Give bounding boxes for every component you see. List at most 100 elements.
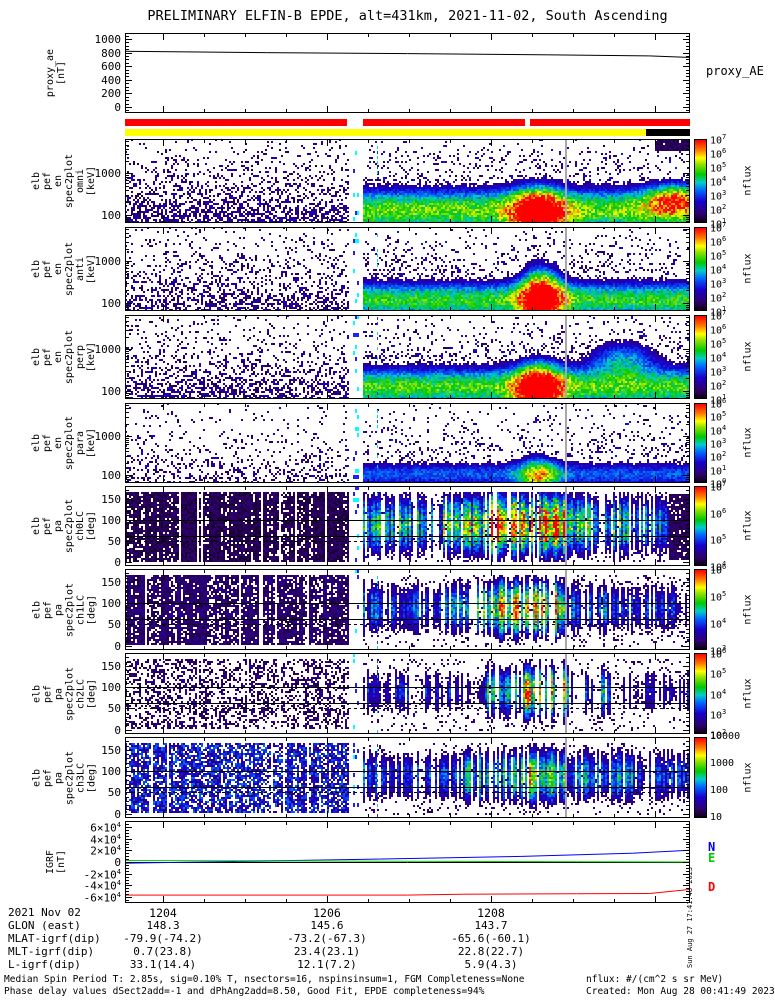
ylabel-line: elb	[31, 433, 42, 453]
en_para-canvas	[125, 403, 690, 483]
ylabel-pa_ch0: elb pef pa spec2plot ch0LC [deg]	[31, 486, 97, 566]
time-tick-label-1: 1206	[313, 906, 341, 920]
ytick-label-igrf-2: 2×104	[90, 844, 121, 858]
en_omni-canvas	[125, 139, 690, 223]
colorbar-tick-pa_ch3-0: 10000	[710, 731, 741, 742]
creation-timestamp-vertical: Sun Aug 27 17:41:48 2023	[686, 866, 694, 968]
colorbar-title-en_perp: nflux	[742, 341, 754, 372]
ytick-label-pa_ch3-0: 150	[101, 743, 121, 757]
ytick-label-pa_ch3-2: 50	[107, 786, 121, 800]
colorbar-pa_ch2	[694, 653, 707, 734]
colorbar-title-pa_ch1: nflux	[742, 593, 754, 625]
colorbar-title-en_omni: nflux	[742, 165, 754, 196]
ytick-label-proxy-5: 0	[114, 100, 121, 114]
igrf-canvas	[125, 821, 690, 903]
colorbar-tick-en_omni-1: 106	[710, 147, 727, 161]
colorbar-tick-en_anti-6: 101	[710, 305, 727, 319]
colorbar-tick-en_perp-2: 105	[710, 337, 727, 351]
ytick-label-pa_ch0-0: 150	[101, 492, 121, 506]
ytick-label-proxy-4: 200	[101, 87, 121, 101]
ephemeris-value-0-1: 145.6	[310, 919, 344, 932]
ytick-label-en_anti-0: 1000	[94, 255, 122, 269]
colorbar-tick-en_omni-0: 107	[710, 133, 727, 147]
colorbar-tick-en_anti-1: 106	[710, 235, 727, 249]
colorbar-tick-en_omni-4: 103	[710, 189, 727, 203]
ylabel-line: en	[53, 262, 64, 276]
ylabel-line: [keV]	[86, 253, 97, 285]
colorbar-en_perp	[694, 315, 707, 399]
ytick-label-pa_ch1-1: 100	[101, 597, 121, 611]
ytick-label-igrf-6: -6×104	[83, 891, 121, 905]
ylabel-line: elb	[31, 600, 42, 619]
ytick-label-pa_ch2-0: 150	[101, 659, 121, 673]
colorbar-tick-en_para-1: 105	[710, 410, 727, 424]
time-tick-label-2: 1208	[477, 906, 505, 920]
ylabel-line: elb	[31, 171, 42, 191]
ylabel-line: pef	[42, 768, 53, 787]
colorbar-tick-pa_ch2-4: 102	[710, 728, 727, 742]
ylabel-line: pef	[42, 516, 53, 536]
ytick-label-en_omni-1: 100	[101, 208, 121, 222]
ytick-label-igrf-5: -4×104	[83, 879, 121, 894]
ylabel-pa_ch2: elb pef pa spec2plot ch2LC [deg]	[31, 653, 97, 734]
ylabel-line: elb	[31, 516, 42, 536]
ylabel-proxy: proxy_ae [nT]	[45, 33, 67, 113]
colorbar-tick-pa_ch1-3: 103	[710, 644, 727, 658]
igrf-component-label-E: E	[708, 851, 716, 866]
ylabel-en_anti: elb pef en spec2plot anti [keV]	[31, 227, 97, 311]
ytick-label-igrf-4: -2×104	[83, 867, 121, 882]
ytick-label-pa_ch2-1: 100	[101, 681, 121, 695]
en_perp-canvas	[125, 315, 690, 399]
ylabel-line: pef	[42, 347, 53, 367]
pa_ch0-canvas	[125, 486, 690, 566]
ytick-label-pa_ch0-1: 100	[101, 513, 121, 527]
ylabel-line: en	[53, 436, 64, 450]
ylabel-line: spec2plot	[64, 329, 75, 385]
ylabel-line: [deg]	[86, 678, 97, 709]
ylabel-en_para: elb pef en spec2plot para [keV]	[31, 403, 97, 483]
ephemeris-value-1-0: -79.9(-74.2)	[123, 932, 203, 945]
colorbar-tick-en_perp-5: 102	[710, 379, 727, 393]
colorbar-en_omni	[694, 139, 707, 223]
ylabel-line: pa	[53, 603, 64, 616]
colorbar-tick-en_anti-0: 107	[710, 221, 727, 235]
ytick-label-en_omni-0: 1000	[94, 167, 122, 181]
ephemeris-value-2-2: 22.8(22.7)	[457, 945, 525, 958]
ylabel-line: spec2plot	[64, 241, 75, 297]
proxy-ae-right-label: proxy_AE	[706, 64, 764, 78]
ytick-label-igrf-3: 0	[114, 856, 121, 869]
ytick-label-igrf-1: 4×104	[90, 832, 121, 847]
ylabel-line: pef	[42, 684, 53, 703]
ephemeris-value-3-0: 33.1(14.4)	[129, 958, 197, 971]
colorbar-tick-en_para-2: 104	[710, 423, 727, 437]
colorbar-tick-pa_ch2-0: 106	[710, 647, 727, 661]
ephemeris-row-label-0: GLON (east)	[8, 919, 81, 932]
ylabel-line: spec2plot	[64, 750, 75, 805]
colorbar-tick-en_omni-2: 105	[710, 161, 727, 175]
colorbar-pa_ch1	[694, 569, 707, 650]
ylabel-line: anti	[75, 256, 86, 282]
ytick-label-pa_ch2-3: 0	[114, 723, 121, 737]
ytick-label-proxy-2: 600	[101, 60, 121, 74]
ylabel-line: pef	[42, 433, 53, 453]
ephemeris-value-2-1: 23.4(23.1)	[293, 945, 361, 958]
colorbar-tick-pa_ch0-1: 106	[710, 506, 727, 520]
pa_ch1-canvas	[125, 569, 690, 650]
footer-line1: Median Spin Period T: 2.85s, sig=0.10% T…	[4, 974, 525, 985]
ytick-label-pa_ch3-1: 100	[101, 765, 121, 779]
ylabel-line: [keV]	[86, 165, 97, 197]
availability-bar-bar_red-segment-1	[362, 119, 525, 126]
ytick-label-proxy-0: 1000	[94, 33, 122, 47]
ylabel-pa_ch1: elb pef pa spec2plot ch1LC [deg]	[31, 569, 97, 650]
ylabel-line: [nT]	[56, 849, 67, 875]
ylabel-line: [keV]	[86, 341, 97, 373]
ylabel-line: proxy_ae	[45, 48, 56, 98]
ylabel-line: pef	[42, 171, 53, 191]
ephemeris-value-1-2: -65.6(-60.1)	[451, 932, 531, 945]
ylabel-line: [deg]	[86, 594, 97, 625]
ylabel-line: pa	[53, 771, 64, 784]
colorbar-tick-pa_ch0-2: 105	[710, 533, 727, 547]
colorbar-title-pa_ch3: nflux	[742, 761, 754, 793]
colorbar-tick-en_perp-0: 107	[710, 309, 727, 323]
ytick-label-pa_ch1-0: 150	[101, 575, 121, 589]
